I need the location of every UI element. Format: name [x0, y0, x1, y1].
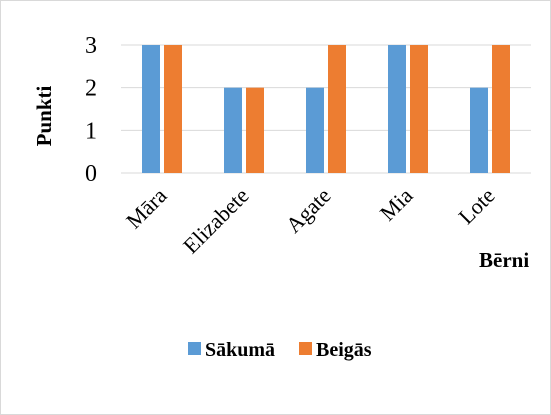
- bar-sakuma: [142, 45, 160, 173]
- bars: [142, 45, 510, 173]
- bar-beigas: [492, 45, 510, 173]
- gridlines: [121, 44, 531, 174]
- y-tick-label: 0: [85, 161, 97, 187]
- bar-sakuma: [388, 45, 406, 173]
- bar-beigas: [164, 45, 182, 173]
- x-category-label: Lote: [453, 183, 499, 229]
- x-category-label: Agate: [281, 183, 336, 238]
- x-category-label: Māra: [121, 183, 172, 234]
- y-axis-title: Punkti: [32, 85, 56, 146]
- bar-sakuma: [224, 87, 242, 173]
- y-tick-label: 2: [85, 76, 97, 102]
- bar-sakuma: [470, 87, 488, 173]
- bar-beigas: [328, 45, 346, 173]
- y-tick-label: 1: [85, 118, 97, 144]
- x-axis-title: Bērni: [479, 248, 529, 272]
- legend-label-beigas: Beigās: [316, 339, 372, 361]
- bar-sakuma: [306, 87, 324, 173]
- legend: Sākumā Beigās: [188, 339, 372, 361]
- legend-swatch-beigas: [299, 342, 312, 355]
- y-tick-labels: 0 1 2 3: [85, 33, 97, 187]
- bar-beigas: [246, 87, 264, 173]
- x-category-label: Elizabete: [178, 183, 254, 259]
- legend-label-sakuma: Sākumā: [205, 339, 275, 361]
- bar-beigas: [410, 45, 428, 173]
- x-category-labels: Māra Elizabete Agate Mia Lote: [121, 183, 500, 259]
- x-category-label: Mia: [375, 183, 418, 226]
- y-tick-label: 3: [85, 33, 97, 59]
- legend-swatch-sakuma: [188, 342, 201, 355]
